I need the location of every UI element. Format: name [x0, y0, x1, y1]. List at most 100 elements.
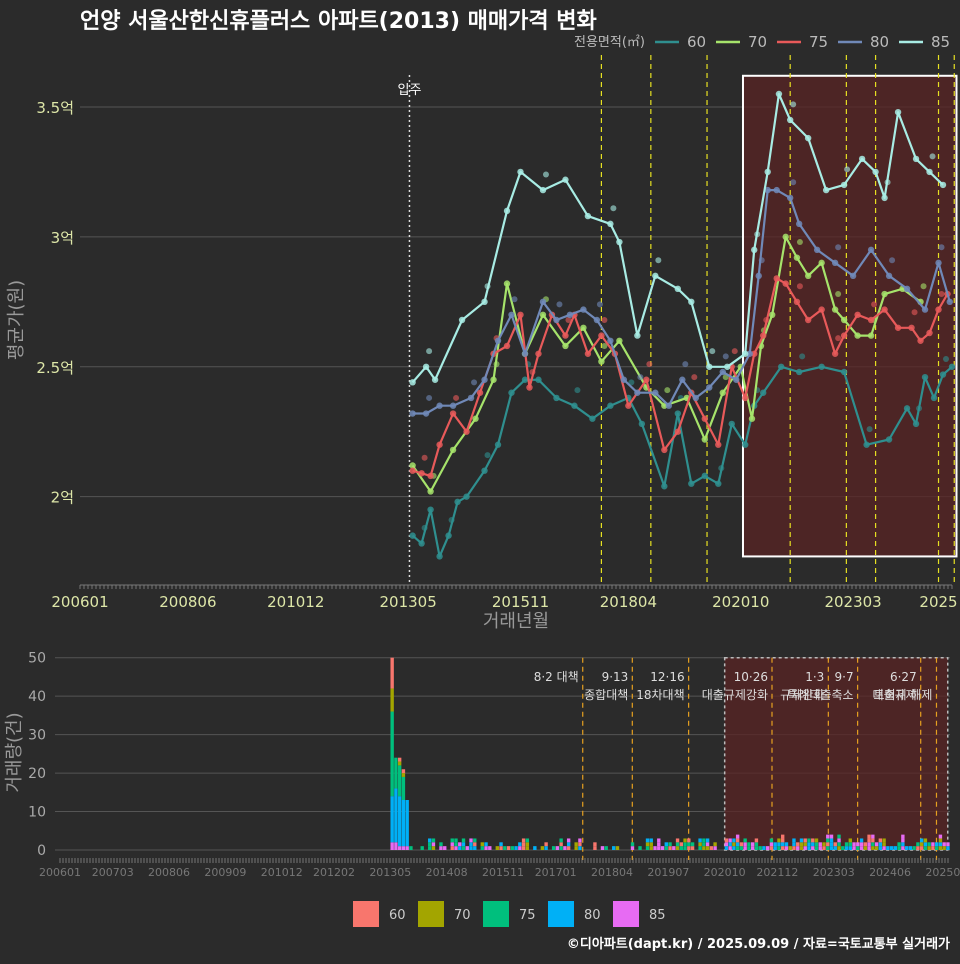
volume-bar-75 — [683, 846, 686, 850]
volume-bar-60 — [507, 846, 510, 850]
scatter-point-75 — [691, 374, 697, 380]
volume-bar-75 — [841, 846, 844, 850]
data-point-85 — [585, 213, 591, 219]
volume-bar-85 — [751, 842, 754, 846]
data-point-80 — [706, 384, 712, 390]
data-point-75 — [854, 312, 860, 318]
volume-bar-80 — [612, 846, 615, 850]
data-point-60 — [418, 540, 424, 546]
volume-bar-70 — [732, 842, 735, 846]
volume-bar-85 — [852, 842, 855, 846]
volume-bar-85 — [882, 846, 885, 850]
data-point-75 — [935, 306, 941, 312]
data-point-75 — [794, 299, 800, 305]
data-point-60 — [535, 377, 541, 383]
volume-bar-85 — [402, 846, 405, 850]
volume-bar-75 — [398, 765, 401, 796]
volume-bar-60 — [725, 838, 728, 842]
volume-bar-60 — [755, 838, 758, 842]
volume-bar-85 — [432, 842, 435, 846]
scatter-point-80 — [682, 361, 688, 367]
volume-bar-75 — [428, 846, 431, 850]
data-point-75 — [409, 467, 415, 473]
y-tick-label: 20 — [28, 766, 46, 782]
volume-bar-75 — [691, 842, 694, 846]
volume-bar-85 — [713, 846, 716, 850]
x-tick-label: 201305 — [369, 866, 411, 879]
data-point-60 — [778, 364, 784, 370]
data-point-70 — [881, 291, 887, 297]
volume-bar-85 — [939, 835, 942, 839]
volume-bar-85 — [785, 846, 788, 850]
data-point-80 — [580, 306, 586, 312]
volume-bar-75 — [473, 838, 476, 842]
scatter-point-85 — [426, 348, 432, 354]
volume-bar-75 — [462, 846, 465, 850]
volume-bar-75 — [511, 846, 514, 850]
policy-annotation: 9·7 — [835, 670, 854, 684]
data-point-80 — [868, 247, 874, 253]
volume-bar-75 — [743, 838, 746, 842]
data-point-75 — [926, 330, 932, 336]
data-point-80 — [796, 221, 802, 227]
volume-bar-85 — [830, 835, 833, 839]
volume-bar-60 — [879, 838, 882, 842]
x-tick-label: 201511 — [482, 866, 524, 879]
volume-bar-60 — [920, 846, 923, 850]
volume-bar-75 — [849, 842, 852, 846]
data-point-70 — [832, 306, 838, 312]
volume-bar-60 — [522, 846, 525, 850]
volume-bar-85 — [826, 835, 829, 839]
volume-bar-60 — [871, 838, 874, 842]
scatter-point-75 — [529, 369, 535, 375]
data-point-70 — [504, 280, 510, 286]
data-point-70 — [749, 416, 755, 422]
volume-bar-85 — [867, 846, 870, 850]
scatter-point-80 — [889, 257, 895, 263]
legend-label-60: 60 — [687, 33, 706, 51]
scatter-point-60 — [422, 525, 428, 531]
data-point-75 — [418, 470, 424, 476]
data-point-85 — [841, 182, 847, 188]
volume-bar-75 — [421, 846, 424, 850]
volume-bar-85 — [796, 846, 799, 850]
volume-bar-80 — [736, 842, 739, 846]
data-point-60 — [553, 395, 559, 401]
volume-bar-75 — [916, 842, 919, 846]
volume-bar-80 — [398, 796, 401, 846]
data-point-85 — [724, 364, 730, 370]
data-point-60 — [729, 421, 735, 427]
data-point-70 — [841, 317, 847, 323]
legend-swatch-85 — [613, 901, 639, 927]
volume-bar-60 — [792, 846, 795, 850]
volume-bar-70 — [939, 838, 942, 842]
volume-bar-60 — [544, 842, 547, 846]
volume-bar-85 — [837, 838, 840, 842]
data-point-80 — [652, 390, 658, 396]
volume-bar-70 — [616, 846, 619, 850]
volume-bar-85 — [901, 835, 904, 839]
x-tick-label: 201012 — [261, 866, 303, 879]
volume-bar-80 — [390, 796, 393, 842]
data-point-85 — [504, 208, 510, 214]
volume-bar-85 — [631, 846, 634, 850]
policy-annotation: 10·26 — [734, 670, 768, 684]
data-point-70 — [580, 325, 586, 331]
volume-bar-85 — [706, 842, 709, 846]
volume-bar-75 — [439, 842, 442, 846]
data-point-75 — [562, 332, 568, 338]
volume-bar-70 — [942, 846, 945, 850]
x-tick-label: 201012 — [267, 593, 324, 611]
volume-bar-80 — [792, 842, 795, 846]
scatter-point-80 — [939, 244, 945, 250]
scatter-point-80 — [426, 395, 432, 401]
volume-bar-80 — [499, 842, 502, 846]
volume-bar-60 — [811, 838, 814, 842]
volume-bar-85 — [875, 842, 878, 846]
volume-bar-75 — [454, 838, 457, 842]
volume-bar-60 — [473, 842, 476, 846]
volume-bar-60 — [781, 835, 784, 839]
scatter-point-85 — [844, 166, 850, 172]
legend-label-85: 85 — [931, 33, 950, 51]
volume-bar-70 — [698, 842, 701, 846]
